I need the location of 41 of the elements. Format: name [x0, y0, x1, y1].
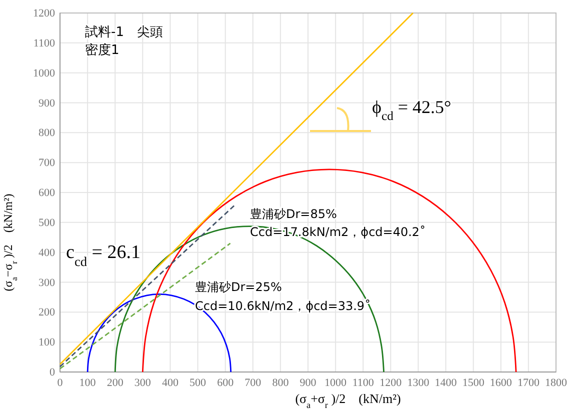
line-series	[142, 168, 517, 373]
annotation: 豊浦砂Dr=25%	[195, 280, 282, 294]
annotation: 試料-1 尖頭	[85, 25, 163, 40]
annotation: ϕ$_{cd}$ = 42.5°	[372, 97, 452, 123]
x-tick-label: 700	[244, 376, 262, 389]
x-tick-label: 400	[162, 376, 179, 389]
y-tick-label: 800	[38, 127, 56, 140]
x-tick-label: 200	[106, 376, 124, 389]
x-tick-label: 1200	[380, 376, 402, 389]
x-tick-label: 800	[272, 376, 290, 389]
x-tick-label: 1500	[462, 376, 485, 389]
annotation: Ccd=10.6kN/m2，ϕcd=33.9˚	[195, 299, 371, 313]
y-tick-label: 1100	[33, 37, 56, 50]
y-tick-label: 1000	[33, 67, 56, 80]
x-tick-label: 1400	[434, 376, 458, 389]
x-tick-label: 1600	[490, 376, 512, 389]
x-tick-label: 500	[190, 376, 207, 389]
y-tick-label: 300	[38, 276, 56, 289]
y-tick-label: 1200	[33, 8, 56, 20]
x-tick-label: 0	[57, 376, 64, 389]
y-tick-label: 600	[38, 187, 56, 200]
y-tick-label: 100	[38, 336, 56, 349]
x-tick-label: 300	[134, 376, 152, 389]
x-tick-label: 1300	[407, 376, 430, 389]
y-tick-label: 400	[38, 246, 56, 259]
y-tick-label: 700	[38, 157, 56, 170]
y-tick-label: 500	[38, 216, 56, 229]
y-tick-label: 900	[38, 97, 56, 110]
annotation: c$_{cd}$ = 26.1	[66, 242, 140, 268]
y-tick-label: 0	[50, 366, 56, 379]
x-tick-label: 900	[300, 376, 317, 389]
x-tick-label: 1100	[352, 376, 374, 389]
y-tick-label: 200	[38, 306, 56, 319]
x-tick-label: 1000	[324, 376, 348, 389]
x-tick-label: 1800	[545, 376, 568, 389]
x-tick-label: 100	[79, 376, 96, 389]
x-tick-label: 1700	[517, 376, 540, 389]
x-tick-label: 600	[217, 376, 234, 389]
x-axis-title: (σ$_{a}$+σ$_{r}$ )/2 (kN/m²)	[295, 391, 401, 410]
annotation: 豊浦砂Dr=85%	[250, 207, 337, 221]
annotation: 密度1	[85, 42, 120, 58]
